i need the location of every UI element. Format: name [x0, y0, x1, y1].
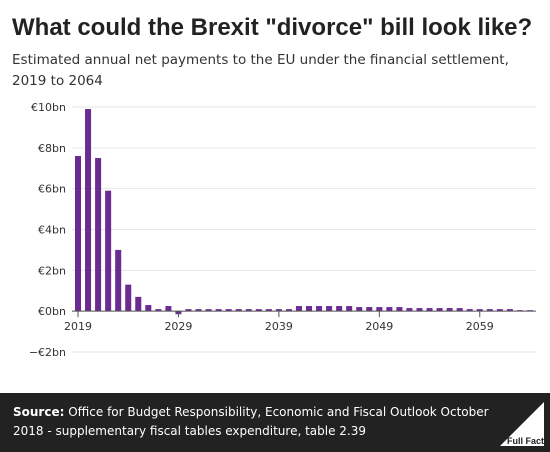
y-tick-label: €6bn	[38, 183, 66, 196]
bar-2056	[446, 308, 453, 312]
x-tick-label: 2029	[164, 320, 192, 333]
full-fact-logo-icon	[500, 402, 544, 446]
bar-2055	[436, 308, 443, 312]
bar-2059	[476, 309, 483, 312]
bar-2051	[396, 307, 403, 312]
bar-2019	[75, 156, 82, 312]
bar-2033	[215, 309, 222, 312]
bar-2054	[426, 308, 433, 312]
bar-2036	[245, 309, 252, 312]
bar-2020	[85, 109, 92, 312]
y-tick-label: €4bn	[38, 224, 66, 237]
bar-2039	[275, 309, 282, 312]
y-tick-label: −€2bn	[29, 346, 66, 359]
y-tick-label: €2bn	[38, 264, 66, 277]
bar-2061	[496, 309, 503, 312]
bar-2044	[326, 306, 333, 312]
x-tick-label: 2039	[265, 320, 293, 333]
chart-subtitle: Estimated annual net payments to the EU …	[12, 52, 509, 89]
source-label: Source:	[13, 405, 65, 419]
bar-2064	[526, 310, 533, 312]
bar-2030	[185, 309, 192, 312]
bar-2022	[105, 190, 112, 312]
bar-2035	[235, 309, 242, 312]
bar-2025	[135, 296, 142, 312]
y-tick-label: €0bn	[38, 305, 66, 318]
bar-2062	[506, 309, 513, 312]
bar-2060	[486, 309, 493, 312]
bar-2058	[466, 309, 473, 312]
bar-2043	[316, 306, 323, 312]
bar-2052	[406, 308, 413, 312]
y-tick-label: €8bn	[38, 142, 66, 155]
bar-2049	[376, 307, 383, 312]
x-axis: 2019 2029 2039 2049 2059	[64, 310, 536, 333]
source-note: Source: Office for Budget Responsibility…	[13, 403, 493, 441]
bars	[75, 109, 533, 315]
bar-2040	[285, 309, 292, 312]
bar-2041	[295, 306, 302, 312]
x-tick-label: 2049	[365, 320, 393, 333]
bar-2038	[265, 309, 272, 312]
bar-2037	[255, 309, 262, 312]
bar-2031	[195, 309, 202, 312]
bar-2047	[356, 307, 363, 312]
logo-text: Full Fact	[506, 436, 544, 446]
bar-2053	[416, 308, 423, 312]
bar-2024	[125, 284, 132, 312]
bar-2026	[145, 305, 152, 312]
bar-2063	[516, 310, 523, 312]
chart-title: What could the Brexit "divorce" bill loo…	[12, 14, 533, 41]
y-axis-tick-labels: −€2bn €0bn €2bn €4bn €6bn €8bn €10bn	[29, 101, 66, 359]
x-tick-label: 2059	[466, 320, 494, 333]
bar-2021	[95, 158, 102, 312]
bar-2048	[366, 307, 373, 312]
y-tick-label: €10bn	[31, 101, 66, 114]
bar-2042	[306, 306, 313, 312]
bar-2032	[205, 309, 212, 312]
gridlines	[72, 106, 536, 353]
source-text: Office for Budget Responsibility, Econom…	[13, 405, 489, 438]
bar-2045	[336, 306, 343, 312]
footer: Source: Office for Budget Responsibility…	[0, 393, 550, 452]
bar-2027	[155, 309, 162, 312]
bar-2023	[115, 249, 122, 312]
bar-chart: −€2bn€0bn€2bn€4bn€6bn€8bn€10bn 2019 2029 2…	[29, 101, 536, 359]
bar-2057	[456, 308, 463, 312]
bar-2050	[386, 307, 393, 312]
bar-2046	[346, 306, 353, 312]
x-tick-label: 2019	[64, 320, 92, 333]
bar-2034	[225, 309, 232, 312]
bar-2028	[165, 306, 172, 312]
